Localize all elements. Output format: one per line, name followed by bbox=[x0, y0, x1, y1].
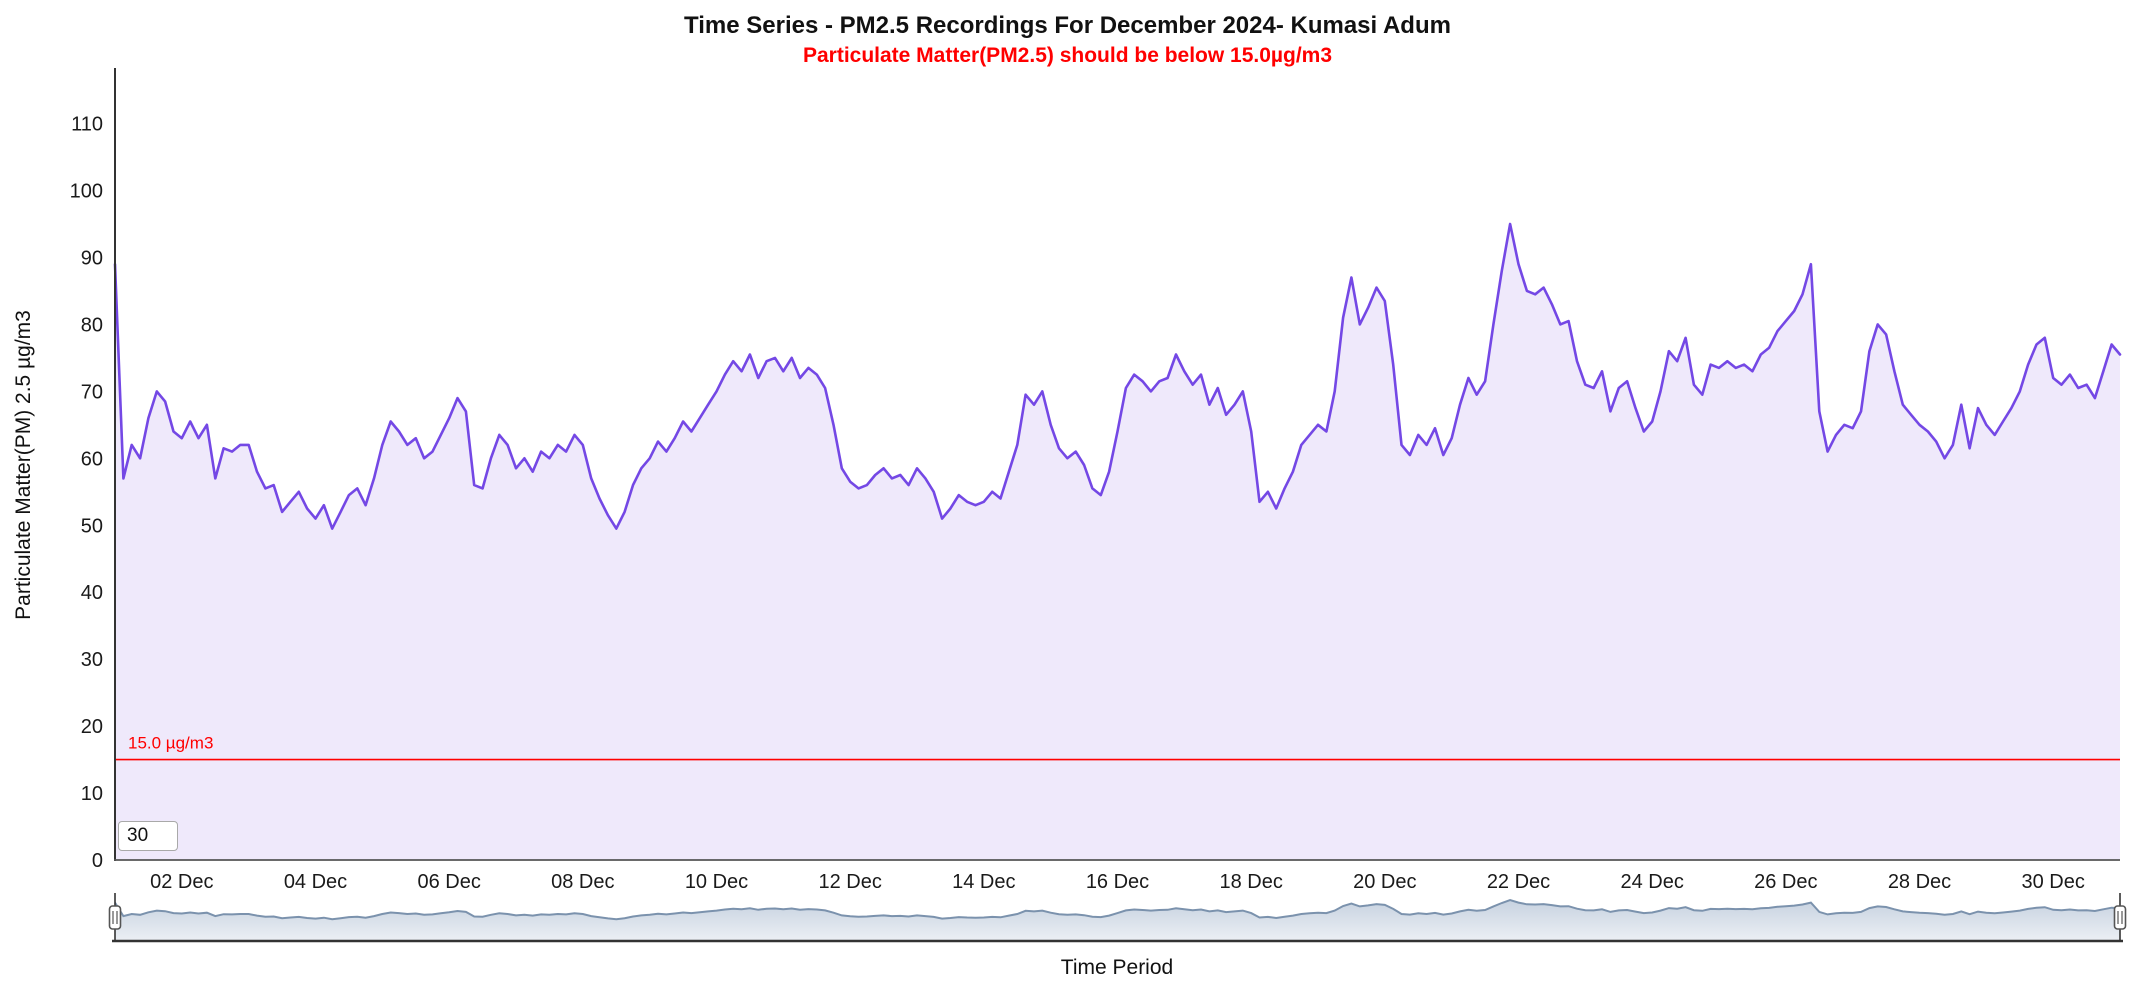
threshold-label: 15.0 µg/m3 bbox=[128, 734, 213, 753]
navigator-line bbox=[114, 899, 2121, 921]
x-tick-label: 20 Dec bbox=[1353, 871, 1416, 893]
y-tick-label: 30 bbox=[81, 649, 103, 671]
navigator-area[interactable] bbox=[115, 900, 2120, 940]
x-tick-label: 14 Dec bbox=[952, 871, 1015, 893]
x-axis-title: Time Period bbox=[1061, 956, 1173, 979]
y-tick-label: 100 bbox=[70, 181, 103, 203]
y-tick-label: 40 bbox=[81, 582, 103, 604]
chart-subtitle: Particulate Matter(PM2.5) should be belo… bbox=[802, 44, 1333, 67]
y-tick-label: 80 bbox=[81, 314, 103, 336]
chart-title: Time Series - PM2.5 Recordings For Decem… bbox=[684, 12, 1451, 39]
x-tick-label: 10 Dec bbox=[685, 871, 748, 893]
y-tick-label: 50 bbox=[81, 515, 103, 537]
y-tick-label: 10 bbox=[81, 783, 103, 805]
x-axis-tick-labels: 02 Dec 04 Dec 06 Dec 08 Dec 10 Dec 12 Dec 14 D… bbox=[150, 871, 2085, 893]
x-tick-label: 16 Dec bbox=[1086, 871, 1149, 893]
y-tick-label: 20 bbox=[81, 716, 103, 738]
y-tick-label: 70 bbox=[81, 381, 103, 403]
x-tick-label: 04 Dec bbox=[284, 871, 347, 893]
y-axis-tick-labels: 0 10 20 30 40 50 60 70 80 90 100 110 bbox=[70, 114, 103, 872]
y-tick-label: 90 bbox=[81, 248, 103, 270]
x-tick-label: 26 Dec bbox=[1754, 871, 1817, 893]
series-line bbox=[113, 222, 2122, 530]
navigator-left-handle[interactable] bbox=[108, 893, 122, 941]
series-area-fill bbox=[115, 224, 2120, 860]
x-tick-label: 22 Dec bbox=[1487, 871, 1550, 893]
x-tick-label: 24 Dec bbox=[1621, 871, 1684, 893]
y-axis-title: Particulate Matter(PM) 2.5 µg/m3 bbox=[12, 310, 35, 620]
navigator-right-handle[interactable] bbox=[2113, 893, 2127, 941]
x-tick-label: 28 Dec bbox=[1888, 871, 1951, 893]
x-tick-label: 02 Dec bbox=[150, 871, 213, 893]
y-tick-label: 0 bbox=[92, 850, 103, 872]
y-tick-label: 110 bbox=[71, 114, 103, 136]
x-tick-label: 12 Dec bbox=[819, 871, 882, 893]
x-tick-label: 06 Dec bbox=[418, 871, 481, 893]
x-tick-label: 08 Dec bbox=[551, 871, 614, 893]
range-selector-input[interactable] bbox=[118, 821, 178, 851]
x-tick-label: 18 Dec bbox=[1220, 871, 1283, 893]
y-tick-label: 60 bbox=[81, 448, 103, 470]
x-tick-label: 30 Dec bbox=[2022, 871, 2085, 893]
